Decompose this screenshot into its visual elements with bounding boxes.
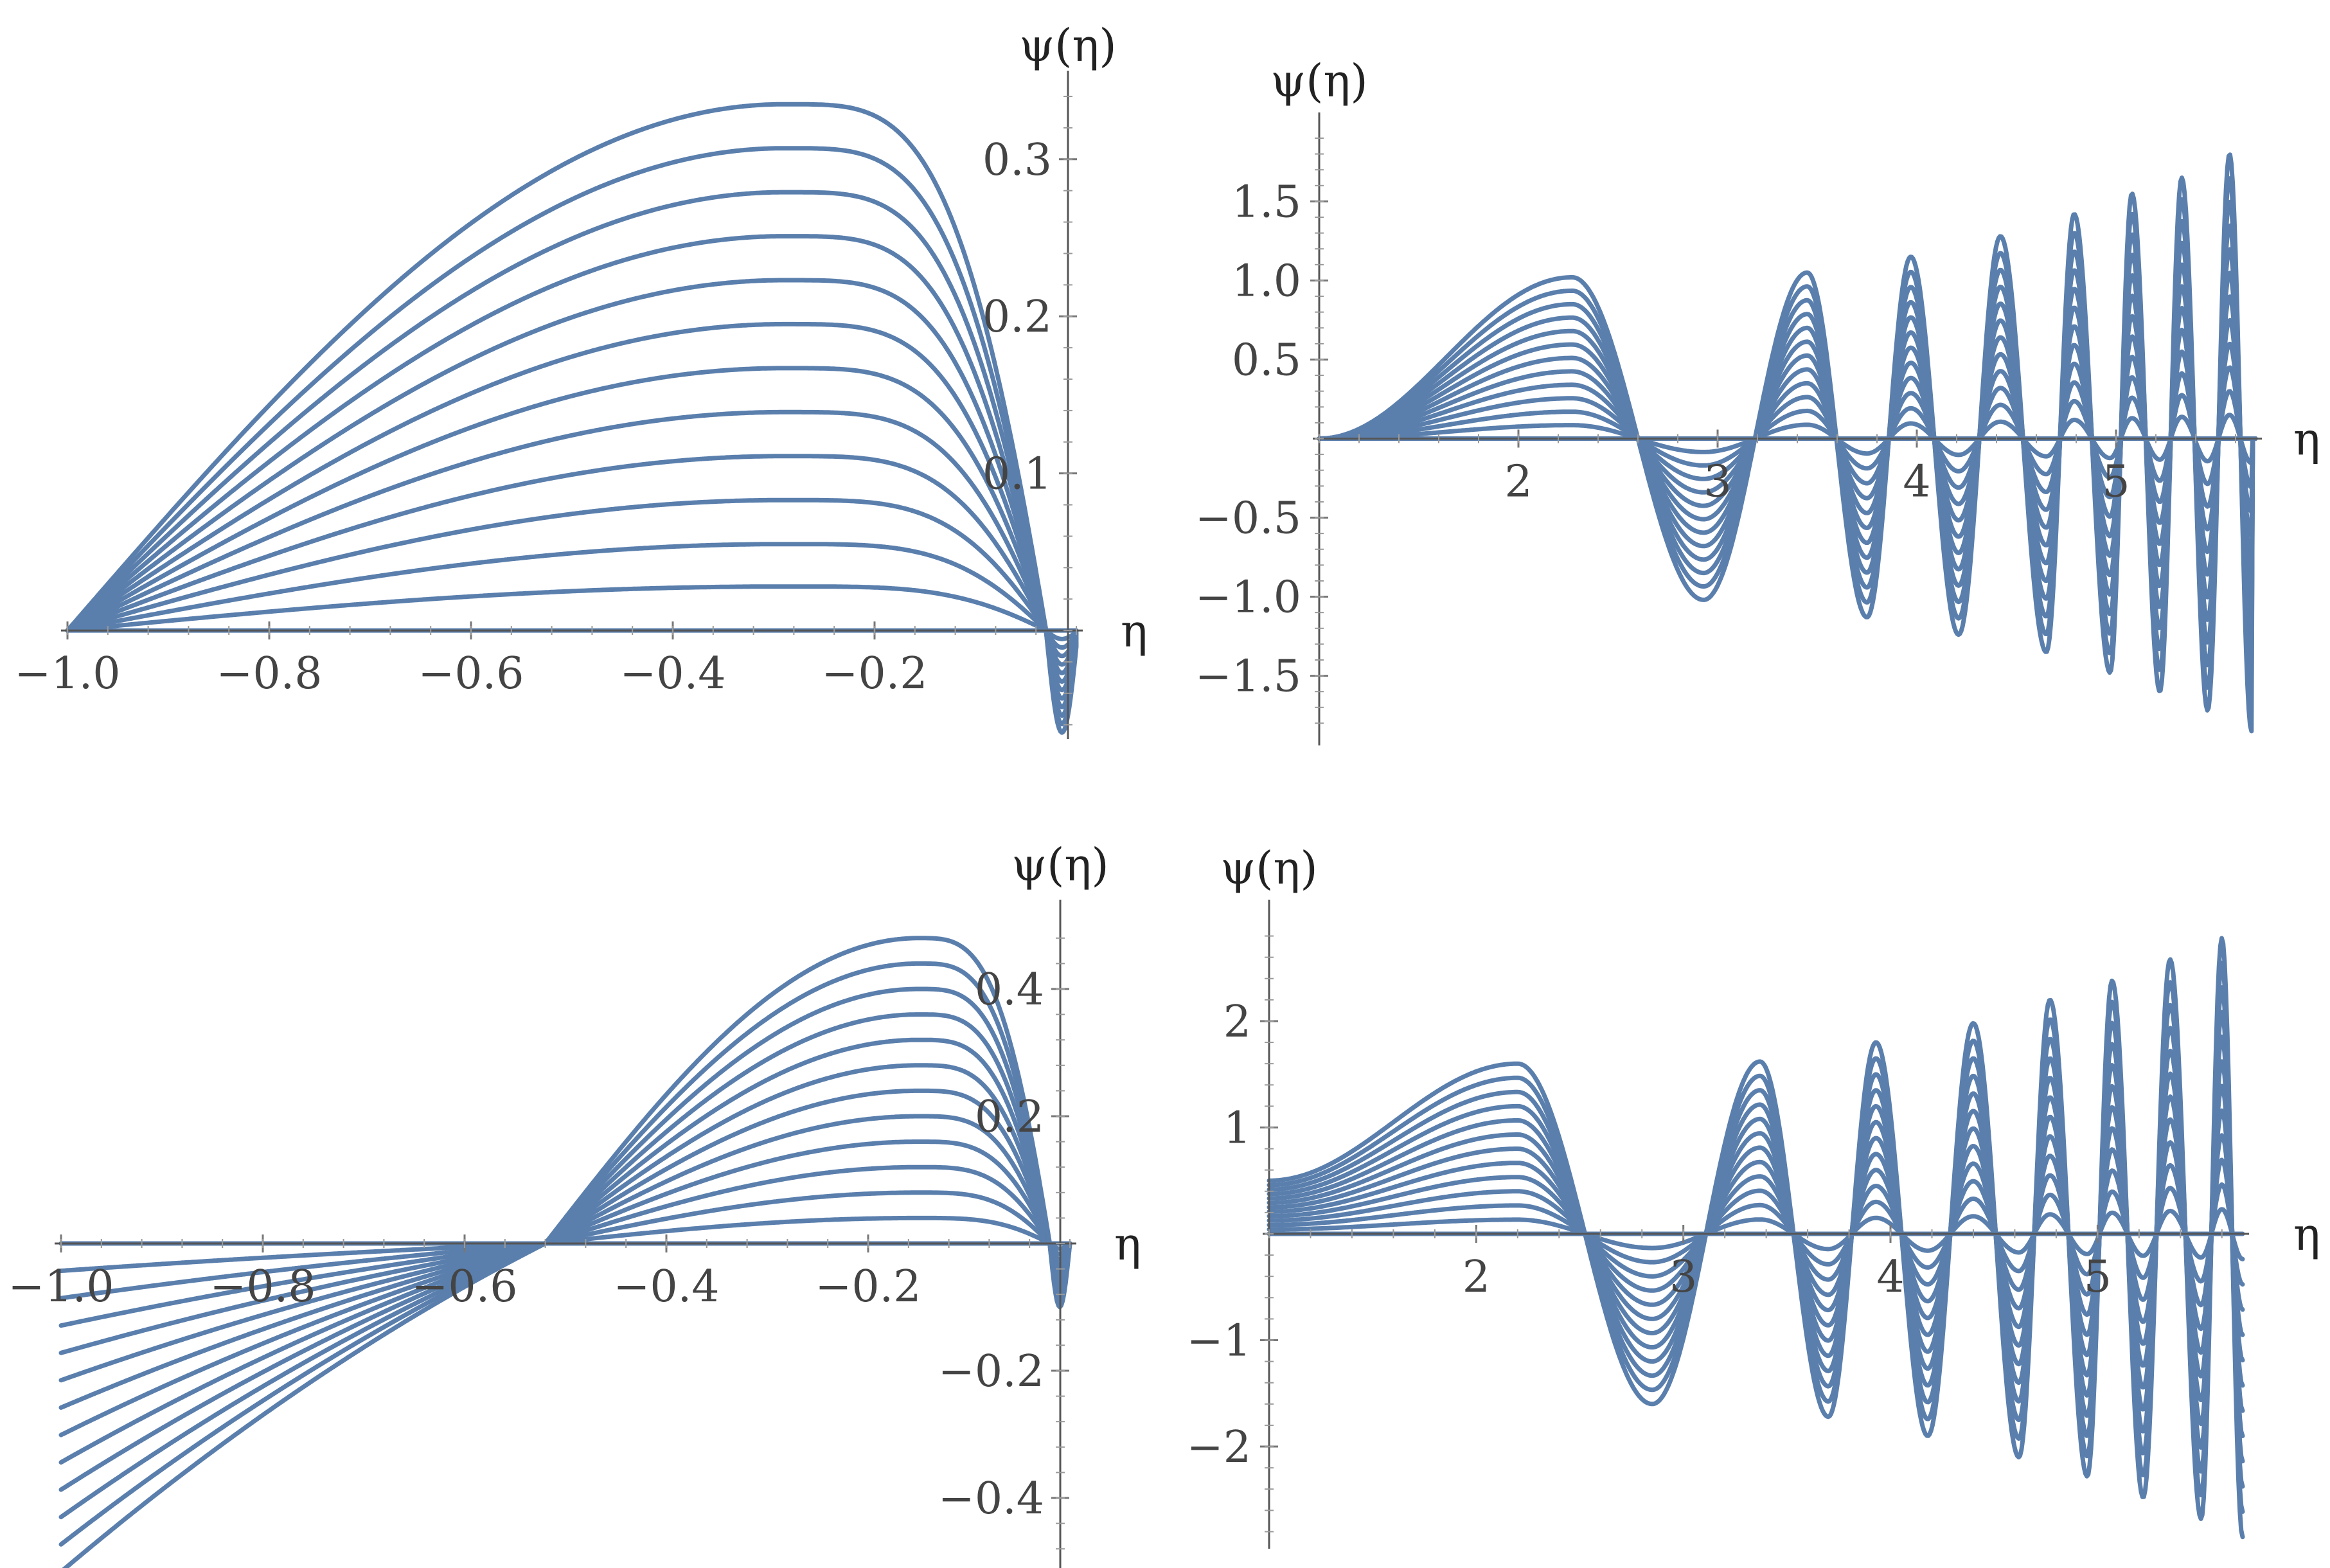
series-curve-8 bbox=[65, 321, 1079, 693]
series-curve-7 bbox=[58, 1088, 1072, 1410]
y-tick-label: −1 bbox=[1187, 1316, 1251, 1367]
y-tick-label: 0.5 bbox=[1232, 335, 1301, 386]
series-curve-11 bbox=[58, 986, 1072, 1520]
chart-panel-3: −1.0 −0.8 −0.6 −0.4 −0.2 −0.4 −0.2 0.2 0.4 ψ(η) η bbox=[8, 839, 1141, 1568]
y-tick-label: 0.4 bbox=[975, 965, 1044, 1015]
chart-panel-2: 2 3 4 5 −1.5 −1.0 −0.5 0.5 1.0 1.5 ψ(η) η bbox=[1195, 55, 2320, 745]
x-tick-label: 5 bbox=[2102, 457, 2130, 508]
y-axis-label: ψ(η) bbox=[1019, 19, 1116, 72]
x-tick-label: −1.0 bbox=[14, 648, 120, 699]
x-tick-label: 3 bbox=[1703, 457, 1731, 508]
series-curve-3 bbox=[1267, 1182, 2245, 1287]
series-curve-13 bbox=[62, 936, 1072, 1568]
series-curve-10 bbox=[65, 234, 1079, 709]
series-curve-12 bbox=[58, 961, 1072, 1547]
series-curve-3 bbox=[65, 542, 1079, 650]
y-tick-label: 0.2 bbox=[975, 1092, 1044, 1143]
y-tick-label: 1.5 bbox=[1232, 177, 1301, 227]
x-tick-label: −0.4 bbox=[613, 1261, 719, 1312]
chart-panel-1: −1.0 −0.8 −0.6 −0.4 −0.2 0.1 0.2 0.3 ψ(η) η bbox=[14, 19, 1148, 739]
series-curve-7 bbox=[65, 366, 1079, 684]
x-tick-label: −0.8 bbox=[209, 1261, 316, 1312]
y-tick-label: −0.2 bbox=[938, 1346, 1044, 1397]
x-tick-label: −0.6 bbox=[411, 1261, 517, 1312]
y-axis-label: ψ(η) bbox=[1220, 842, 1317, 895]
y-axis-label: ψ(η) bbox=[1270, 55, 1367, 107]
series-curve-4 bbox=[1267, 1157, 2245, 1312]
y-tick-label: 2 bbox=[1223, 997, 1251, 1047]
chart-panel-4: 2 3 4 5 −2 −1 1 2 ψ(η) η bbox=[1187, 842, 2320, 1549]
series-curve-11 bbox=[65, 190, 1079, 718]
series-curve-3 bbox=[1317, 389, 2258, 490]
series-curve-6 bbox=[58, 1114, 1072, 1383]
y-tick-label: 1.0 bbox=[1232, 256, 1301, 307]
series-curve-2 bbox=[65, 584, 1079, 641]
y-tick-label: −0.4 bbox=[938, 1474, 1044, 1524]
series-curve-12 bbox=[65, 146, 1079, 727]
series-curve-8 bbox=[58, 1063, 1072, 1438]
x-tick-label: −0.4 bbox=[619, 648, 725, 699]
x-tick-label: 4 bbox=[1876, 1252, 1904, 1303]
y-tick-label: −1.5 bbox=[1195, 652, 1301, 702]
y-axis-label: ψ(η) bbox=[1011, 839, 1108, 891]
y-tick-label: 0.1 bbox=[983, 449, 1052, 500]
series-curve-13 bbox=[65, 102, 1079, 735]
x-tick-label: −0.8 bbox=[216, 648, 322, 699]
series-curve-13 bbox=[1267, 936, 2245, 1540]
series-curve-6 bbox=[65, 409, 1079, 675]
series-curve-2 bbox=[1267, 1207, 2245, 1261]
series-curve-6 bbox=[1267, 1108, 2245, 1363]
series-curve-2 bbox=[1317, 413, 2258, 465]
series-curve-7 bbox=[1267, 1083, 2245, 1388]
series-curve-5 bbox=[1267, 1133, 2245, 1337]
y-tick-label: −2 bbox=[1187, 1422, 1251, 1473]
x-tick-label: 5 bbox=[2084, 1252, 2112, 1303]
x-tick-label: 2 bbox=[1504, 457, 1532, 508]
series-curve-9 bbox=[65, 278, 1079, 701]
y-tick-label: 0.3 bbox=[983, 135, 1052, 186]
series-curve-5 bbox=[65, 454, 1079, 667]
x-tick-label: 2 bbox=[1463, 1252, 1490, 1303]
x-axis-label: η bbox=[1121, 605, 1148, 657]
x-tick-label: −0.2 bbox=[821, 648, 927, 699]
y-tick-label: 0.2 bbox=[983, 292, 1052, 343]
x-tick-label: 3 bbox=[1669, 1252, 1697, 1303]
series-curve-5 bbox=[58, 1139, 1072, 1355]
x-tick-label: −1.0 bbox=[8, 1261, 114, 1312]
x-axis-label: η bbox=[2293, 1208, 2320, 1261]
x-tick-label: 4 bbox=[1903, 457, 1930, 508]
x-tick-label: −0.2 bbox=[815, 1261, 921, 1312]
series-curve-4 bbox=[65, 497, 1079, 659]
y-tick-label: −0.5 bbox=[1195, 494, 1301, 544]
series-curve-13 bbox=[1317, 152, 2258, 734]
x-axis-label: η bbox=[2293, 413, 2320, 466]
x-axis-label: η bbox=[1114, 1218, 1141, 1270]
y-tick-label: −1.0 bbox=[1195, 573, 1301, 623]
x-tick-label: −0.6 bbox=[418, 648, 524, 699]
y-tick-label: 1 bbox=[1223, 1103, 1251, 1154]
